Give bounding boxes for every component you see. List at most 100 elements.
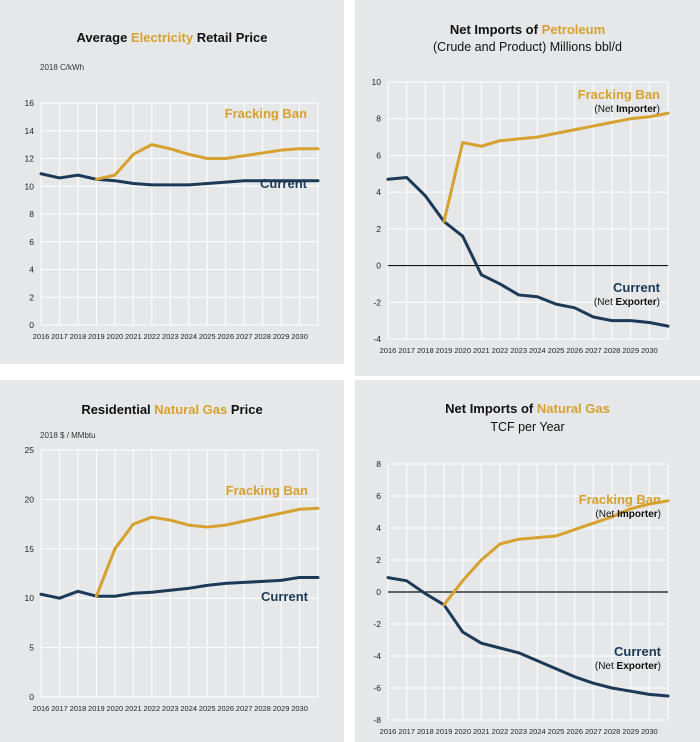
x-tick-label: 2023 <box>162 704 179 713</box>
y-tick-label: 20 <box>25 494 35 504</box>
chart-subtitle: TCF per Year <box>490 420 565 434</box>
x-tick-label: 2019 <box>88 332 105 341</box>
x-tick-label: 2024 <box>180 704 197 713</box>
y-tick-label: 10 <box>25 593 35 603</box>
gridlines <box>40 449 319 698</box>
x-tick-label: 2026 <box>566 727 583 736</box>
x-tick-label: 2016 <box>33 332 50 341</box>
x-tick-label: 2017 <box>51 704 68 713</box>
chart-subtitle: (Crude and Product) Millions bbl/d <box>433 40 622 54</box>
x-tick-label: 2022 <box>492 346 509 355</box>
series-line-fracking-ban <box>442 499 670 607</box>
x-tick-label: 2030 <box>641 346 658 355</box>
x-tick-label: 2020 <box>107 332 124 341</box>
x-tick-label: 2028 <box>254 704 271 713</box>
y-tick-label: -8 <box>373 715 381 725</box>
series-note: (Net Exporter) <box>594 297 660 308</box>
gridlines <box>387 81 669 340</box>
x-tick-label: 2029 <box>273 704 290 713</box>
y-tick-label: 10 <box>25 181 35 191</box>
series-line-fracking-ban <box>442 111 670 224</box>
y-tick-label: 14 <box>25 126 35 136</box>
title-part: Net Imports of <box>449 22 542 37</box>
title-part: Retail Price <box>193 30 268 45</box>
x-tick-label: 2029 <box>622 346 639 355</box>
title-part: Price <box>227 402 263 417</box>
y-tick-label: 0 <box>376 587 381 597</box>
y-tick-label: -4 <box>373 334 381 344</box>
x-tick-label: 2021 <box>473 346 490 355</box>
y-tick-label: 10 <box>372 77 382 87</box>
chart-title: Net Imports of Petroleum <box>355 22 700 37</box>
x-tick-label: 2021 <box>125 332 142 341</box>
x-tick-label: 2024 <box>529 346 546 355</box>
title-highlight: Natural Gas <box>536 401 610 416</box>
y-tick-label: 8 <box>376 114 381 124</box>
x-tick-label: 2030 <box>291 704 308 713</box>
x-tick-label: 2016 <box>33 704 50 713</box>
x-tick-label: 2023 <box>510 346 527 355</box>
series-label: Current <box>613 280 661 295</box>
y-tick-label: 2 <box>376 555 381 565</box>
chart-title: Net Imports of Natural Gas <box>355 401 700 416</box>
x-tick-label: 2021 <box>125 704 142 713</box>
x-tick-label: 2029 <box>622 727 639 736</box>
x-tick-label: 2017 <box>398 346 415 355</box>
series-line-fracking-ban <box>94 143 320 181</box>
x-tick-label: 2021 <box>473 727 490 736</box>
series-note: (Net Importer) <box>594 104 660 115</box>
series-label: Current <box>614 644 662 659</box>
series-label: Fracking Ban <box>225 106 307 121</box>
y-tick-label: 8 <box>29 209 34 219</box>
x-tick-label: 2028 <box>604 346 621 355</box>
y-tick-label: 4 <box>29 265 34 275</box>
x-tick-label: 2027 <box>236 332 253 341</box>
y-tick-label: 8 <box>376 459 381 469</box>
x-tick-label: 2018 <box>70 704 87 713</box>
y-tick-label: -2 <box>373 297 381 307</box>
x-tick-label: 2025 <box>199 704 216 713</box>
y-axis-unit-label: 2018 $ / MMbtu <box>40 431 96 440</box>
series-line-fracking-ban <box>94 506 320 598</box>
series-note: (Net Exporter) <box>595 661 661 672</box>
y-tick-label: 15 <box>25 544 35 554</box>
x-tick-label: 2019 <box>436 346 453 355</box>
chart-panel-petroleum: Net Imports of Petroleum (Crude and Prod… <box>355 0 700 376</box>
chart-panel-electricity: Average Electricity Retail Price 2018 C/… <box>0 0 344 364</box>
x-tick-label: 2024 <box>180 332 197 341</box>
x-tick-label: 2025 <box>199 332 216 341</box>
title-part: Residential <box>81 402 155 417</box>
chart-title: Residential Natural Gas Price <box>0 402 344 417</box>
y-tick-label: 4 <box>376 187 381 197</box>
x-tick-label: 2020 <box>107 704 124 713</box>
y-tick-label: 5 <box>29 643 34 653</box>
x-tick-label: 2027 <box>585 346 602 355</box>
x-tick-label: 2019 <box>88 704 105 713</box>
y-tick-label: 25 <box>25 445 35 455</box>
series-label: Current <box>261 589 309 604</box>
series-line-current <box>386 576 670 698</box>
y-tick-label: 6 <box>376 150 381 160</box>
x-tick-label: 2020 <box>454 727 471 736</box>
y-tick-label: 6 <box>29 237 34 247</box>
title-part: Net Imports of <box>445 401 537 416</box>
x-tick-label: 2018 <box>70 332 87 341</box>
title-highlight: Electricity <box>130 30 194 45</box>
y-tick-label: 12 <box>25 154 35 164</box>
y-tick-label: -2 <box>373 619 381 629</box>
gridlines <box>40 102 319 326</box>
x-tick-label: 2030 <box>641 727 658 736</box>
chart-panel-gas-imports: Net Imports of Natural Gas TCF per Year … <box>355 380 700 742</box>
x-tick-label: 2023 <box>162 332 179 341</box>
y-tick-label: 0 <box>376 261 381 271</box>
y-axis-unit-label: 2018 C/kWh <box>40 63 85 72</box>
series-note: (Net Importer) <box>595 509 661 520</box>
x-tick-label: 2028 <box>604 727 621 736</box>
x-tick-label: 2022 <box>143 704 160 713</box>
x-tick-label: 2030 <box>291 332 308 341</box>
x-tick-label: 2018 <box>417 346 434 355</box>
series-line-current <box>39 172 320 187</box>
